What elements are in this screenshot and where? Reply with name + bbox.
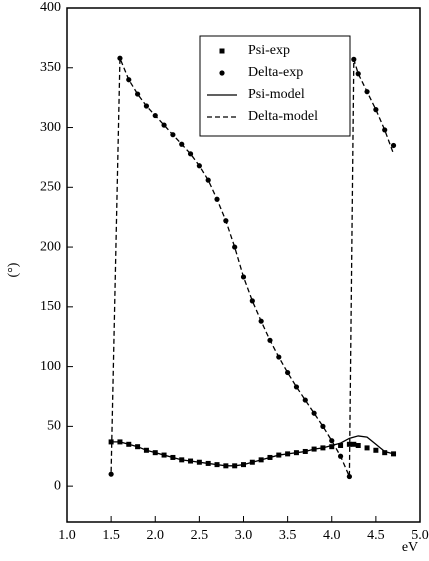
psi-point bbox=[382, 450, 388, 456]
x-tick-label: 5.0 bbox=[411, 528, 429, 543]
delta-point bbox=[249, 298, 255, 304]
x-tick-label: 4.5 bbox=[367, 528, 385, 543]
y-tick-label: 150 bbox=[40, 299, 61, 314]
legend-label: Delta-model bbox=[248, 109, 318, 124]
psi-point bbox=[329, 444, 335, 450]
x-tick-label: 1.5 bbox=[102, 528, 120, 543]
x-axis-label: eV bbox=[402, 540, 418, 555]
delta-point bbox=[382, 127, 388, 133]
y-tick-label: 350 bbox=[40, 60, 61, 75]
y-tick-label: 0 bbox=[54, 478, 61, 493]
x-tick-label: 3.5 bbox=[279, 528, 297, 543]
psi-point bbox=[364, 445, 370, 451]
delta-point bbox=[390, 142, 397, 149]
x-tick-label: 1.0 bbox=[58, 528, 76, 543]
delta-point bbox=[355, 71, 361, 77]
legend-label: Psi-exp bbox=[248, 43, 290, 58]
legend-box bbox=[199, 35, 351, 137]
delta-point bbox=[373, 107, 379, 113]
x-tick-label: 3.0 bbox=[235, 528, 253, 543]
psi-point bbox=[346, 441, 352, 447]
psi-point bbox=[219, 48, 225, 54]
delta-point bbox=[232, 244, 238, 250]
delta-point bbox=[346, 473, 352, 480]
y-tick-label: 300 bbox=[40, 120, 61, 135]
psi-point bbox=[351, 441, 357, 447]
x-tick-label: 2.5 bbox=[191, 528, 209, 543]
x-tick-label: 2.0 bbox=[147, 528, 165, 543]
y-tick-label: 50 bbox=[47, 419, 61, 434]
legend-label: Delta-exp bbox=[248, 65, 303, 80]
y-axis-label: (°) bbox=[6, 262, 21, 277]
legend-label: Psi-model bbox=[248, 87, 305, 102]
y-tick-label: 400 bbox=[40, 0, 61, 15]
delta-point bbox=[108, 471, 114, 477]
y-tick-label: 250 bbox=[40, 180, 61, 195]
psi-point bbox=[355, 442, 361, 448]
x-tick-label: 4.0 bbox=[323, 528, 341, 543]
model-line bbox=[111, 435, 394, 467]
psi-point bbox=[338, 442, 344, 448]
y-tick-label: 200 bbox=[40, 239, 61, 254]
y-tick-label: 100 bbox=[40, 359, 61, 374]
model-line bbox=[110, 57, 395, 477]
psi-point bbox=[373, 447, 379, 453]
delta-point bbox=[117, 55, 123, 61]
delta-point bbox=[219, 70, 225, 76]
